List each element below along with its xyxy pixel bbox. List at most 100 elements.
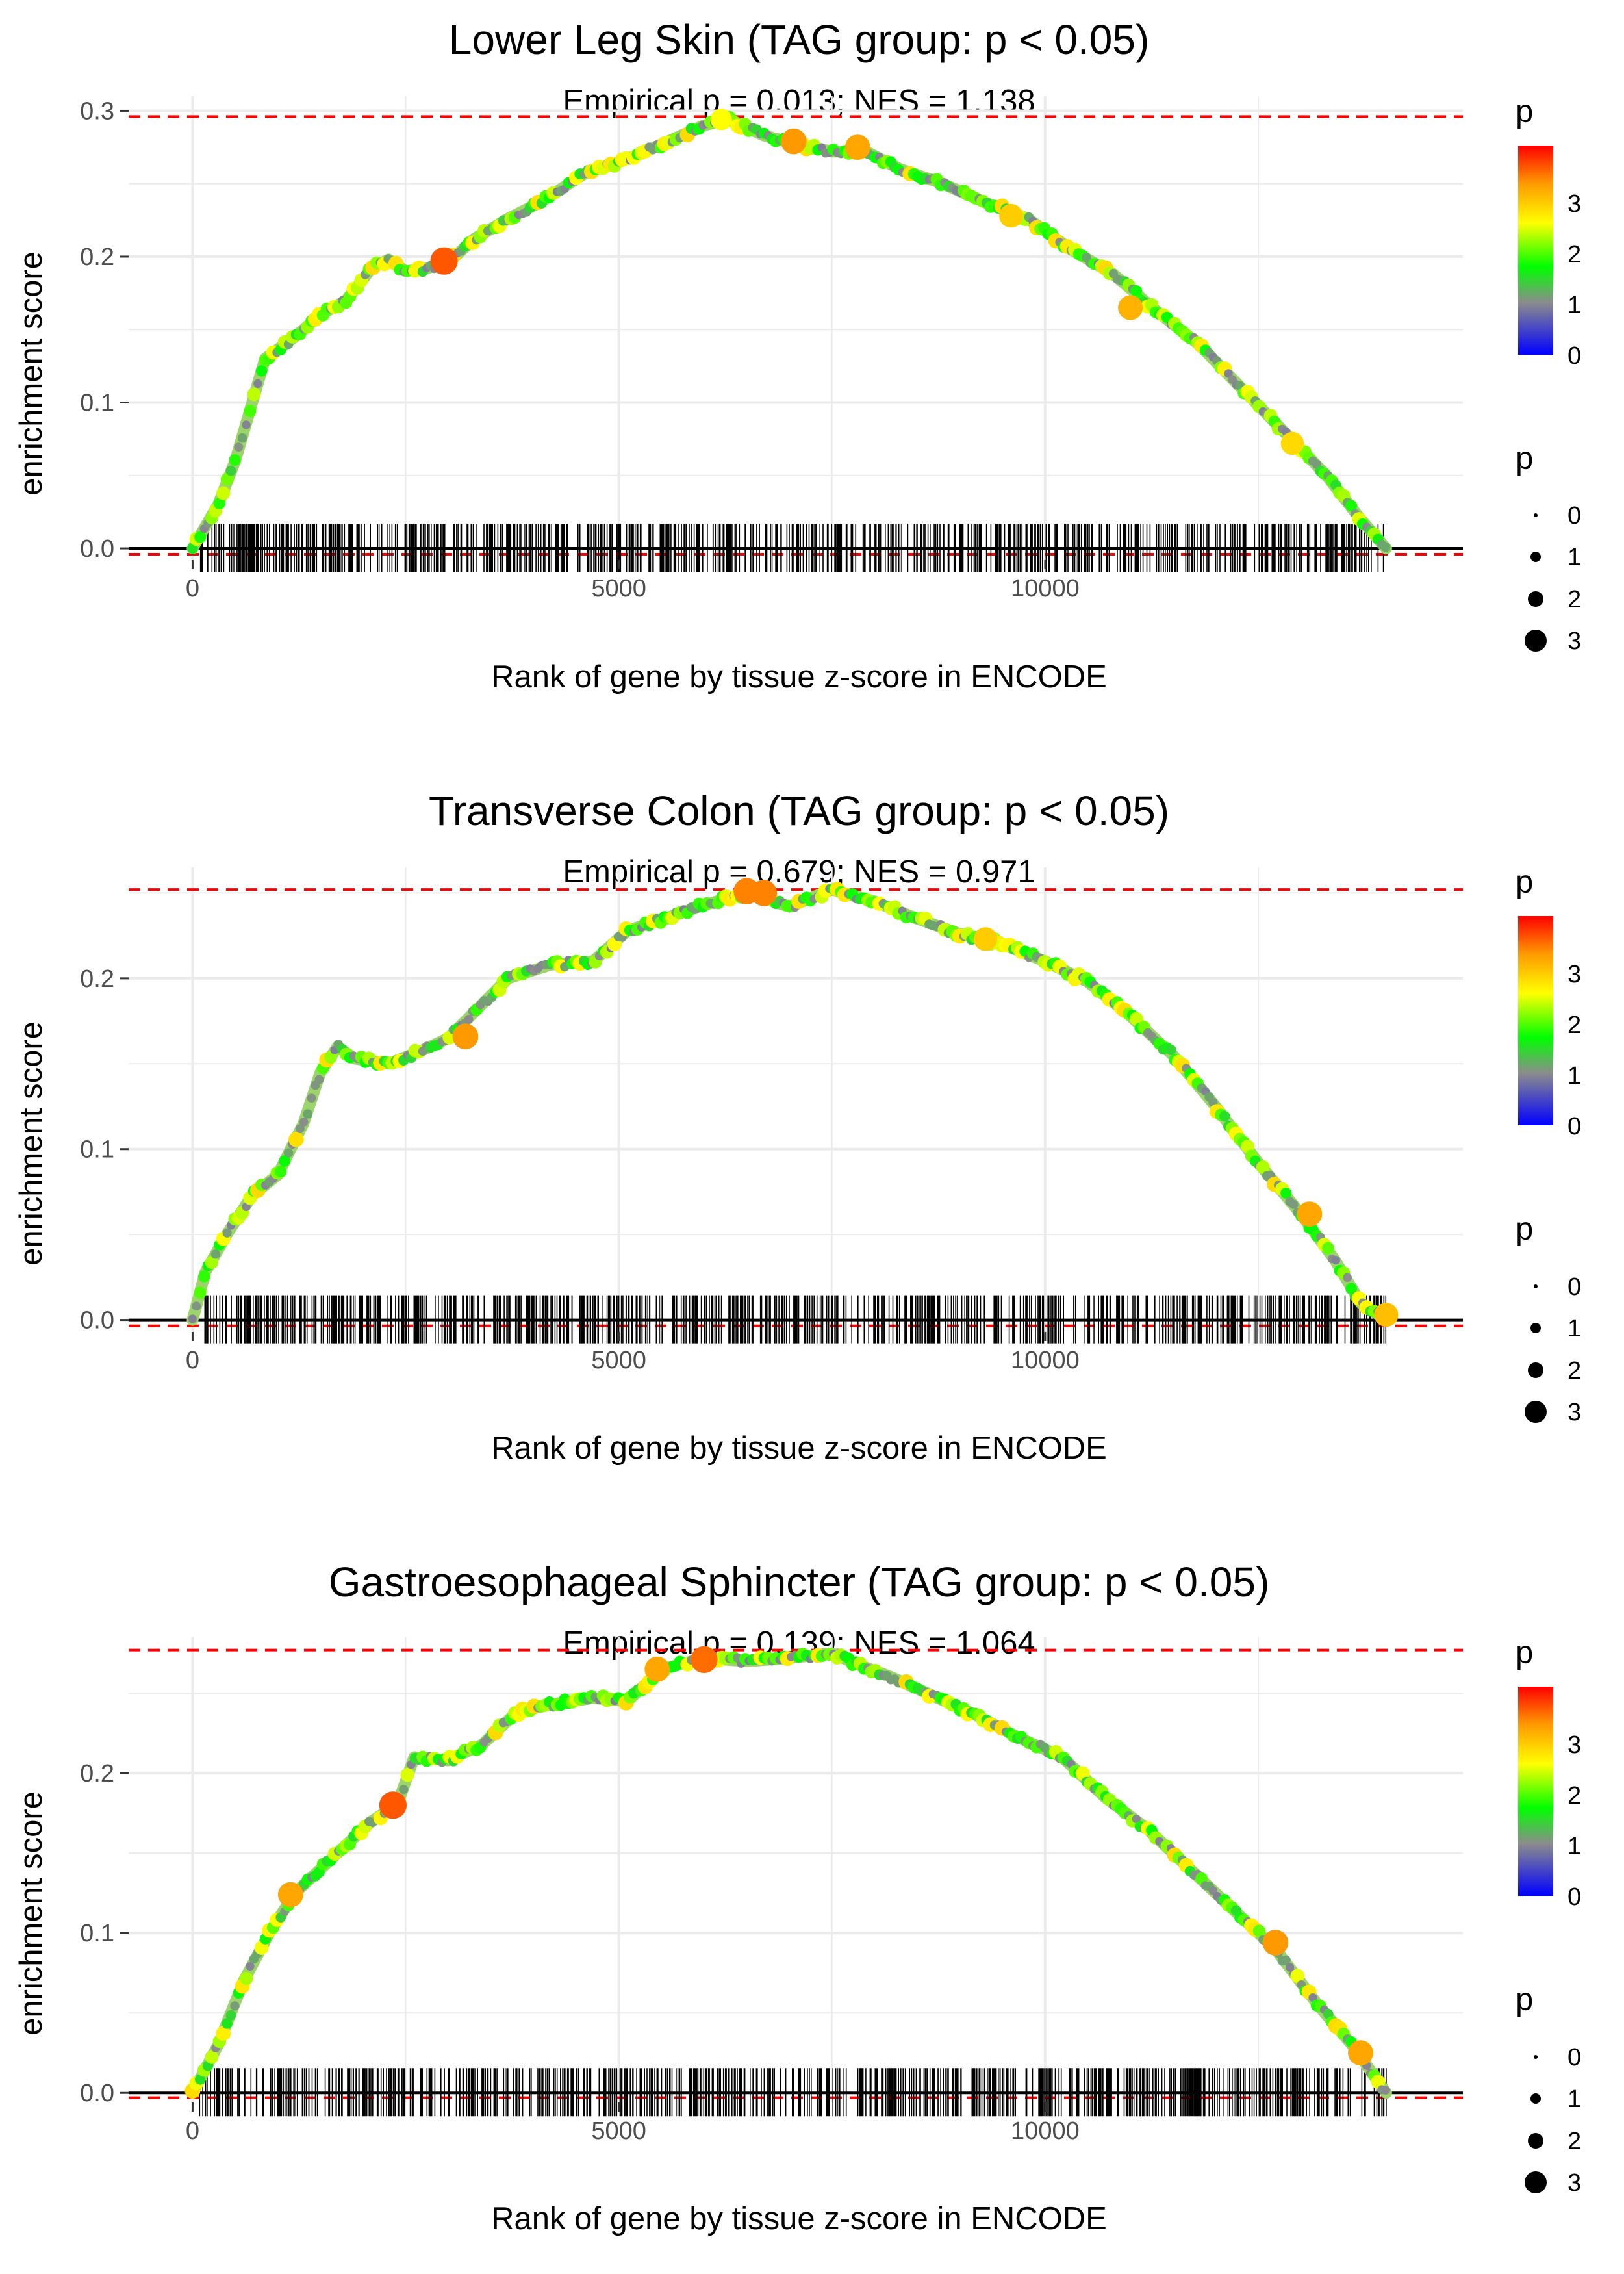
panel-2: Transverse Colon (TAG group: p < 0.05) E…	[14, 787, 1581, 1466]
y-tick-label: 0.2	[80, 1760, 114, 1787]
size-legend-dot	[1528, 1362, 1543, 1378]
es-point	[1129, 1012, 1143, 1026]
es-point	[1165, 1044, 1176, 1055]
x-tick-label: 10000	[1011, 1347, 1080, 1374]
es-point-highlight	[1348, 2040, 1373, 2066]
y-tick-label: 0.1	[80, 390, 114, 417]
es-point	[1219, 1110, 1230, 1122]
es-point-highlight	[1118, 295, 1143, 320]
panel-1: Lower Leg Skin (TAG group: p < 0.05) Emp…	[14, 16, 1581, 695]
size-legend-label: 0	[1567, 1273, 1581, 1301]
es-point	[247, 387, 261, 402]
es-point-highlight	[780, 128, 807, 155]
es-point	[222, 2018, 233, 2029]
chart-subtitle: Empirical p = 0.679; NES = 0.971	[563, 854, 1035, 889]
color-legend-tick: 3	[1567, 961, 1581, 988]
size-legend-label: 1	[1567, 1315, 1581, 1342]
es-point-highlight	[710, 109, 732, 131]
size-legend-dot	[1525, 2171, 1547, 2193]
es-point	[1252, 1924, 1265, 1937]
es-point	[225, 465, 236, 476]
es-point	[222, 1228, 232, 1238]
color-legend-tick: 3	[1567, 190, 1581, 218]
y-tick-label: 0.2	[80, 244, 114, 271]
es-point	[238, 433, 247, 443]
es-point	[288, 1132, 304, 1147]
color-legend-tick: 3	[1567, 1731, 1581, 1759]
y-axis-label: enrichment score	[14, 1791, 49, 2036]
plot-area: 0.0 0.1 0.2 0 5000 10000	[80, 1637, 1463, 2145]
es-point-highlight	[999, 203, 1023, 228]
es-point	[1286, 1963, 1295, 1972]
size-legend-dot	[1530, 2093, 1541, 2104]
es-point	[399, 1785, 409, 1795]
size-legend-label: 1	[1567, 544, 1581, 571]
es-point	[1289, 1199, 1299, 1209]
x-tick-label: 0	[186, 1347, 199, 1374]
es-curve-band	[186, 884, 1392, 1326]
y-axis-label: enrichment score	[14, 251, 49, 496]
size-legend-label: 1	[1567, 2086, 1581, 2113]
size-legend-dot	[1528, 2133, 1543, 2149]
es-point	[242, 420, 251, 429]
size-legend-label: 0	[1567, 502, 1581, 530]
es-point-highlight	[1262, 1930, 1289, 1956]
es-point	[1380, 542, 1391, 552]
size-legend-dot	[1530, 552, 1541, 562]
es-point	[244, 405, 257, 418]
es-point	[256, 365, 268, 377]
y-tick-label: 0.2	[80, 965, 114, 993]
chart-title: Transverse Colon (TAG group: p < 0.05)	[429, 787, 1169, 834]
es-point	[229, 454, 241, 466]
es-point	[210, 1249, 221, 1259]
chart-title: Lower Leg Skin (TAG group: p < 0.05)	[449, 16, 1150, 63]
es-curve-band	[186, 1647, 1392, 2099]
es-point	[314, 1075, 324, 1084]
size-legend-label: 2	[1567, 1357, 1581, 1385]
es-point	[205, 2050, 219, 2064]
y-tick-label: 0.0	[80, 2080, 114, 2107]
x-tick-label: 0	[186, 575, 199, 602]
x-tick-label: 5000	[591, 2117, 646, 2145]
color-legend-tick: 0	[1567, 342, 1581, 370]
size-legend-title: p	[1516, 1212, 1533, 1247]
chart-title: Gastroesophageal Sphincter (TAG group: p…	[329, 1559, 1270, 1605]
x-axis-label: Rank of gene by tissue z-score in ENCODE	[491, 659, 1107, 695]
x-tick-label: 0	[186, 2117, 199, 2145]
es-point	[198, 1270, 210, 1283]
es-point	[220, 472, 234, 486]
color-legend-bar	[1518, 146, 1553, 355]
es-point	[225, 2010, 236, 2021]
es-point	[1308, 1993, 1317, 2002]
y-tick-label: 0.0	[80, 535, 114, 563]
es-point	[400, 1768, 414, 1782]
size-legend-dot	[1534, 1284, 1538, 1288]
es-point-highlight	[973, 927, 998, 951]
es-point	[234, 442, 244, 452]
es-point	[1280, 1188, 1292, 1199]
es-point	[1132, 1814, 1141, 1824]
es-point	[295, 1124, 305, 1134]
es-point	[246, 1961, 255, 1971]
color-legend-title: p	[1516, 865, 1533, 900]
es-point	[279, 1155, 291, 1167]
es-point	[1345, 500, 1358, 512]
es-point-highlight	[691, 1646, 718, 1674]
es-point	[1322, 1242, 1335, 1255]
size-legend-dot	[1525, 630, 1547, 652]
size-legend-dot	[1528, 591, 1543, 607]
es-points	[188, 878, 1399, 1327]
es-point	[205, 1255, 219, 1270]
es-point	[216, 486, 231, 500]
es-points	[187, 109, 1391, 554]
color-legend-bar	[1518, 1687, 1553, 1896]
panel-3: Gastroesophageal Sphincter (TAG group: p…	[14, 1559, 1581, 2236]
color-legend-tick: 1	[1567, 1833, 1581, 1860]
es-point	[464, 1014, 474, 1024]
color-legend-tick: 1	[1567, 1062, 1581, 1090]
size-legend-label: 0	[1567, 2044, 1581, 2071]
es-point-highlight	[844, 134, 870, 160]
color-legend-tick: 1	[1567, 292, 1581, 319]
y-axis-label: enrichment score	[14, 1021, 49, 1266]
y-tick-label: 0.1	[80, 1920, 114, 1947]
